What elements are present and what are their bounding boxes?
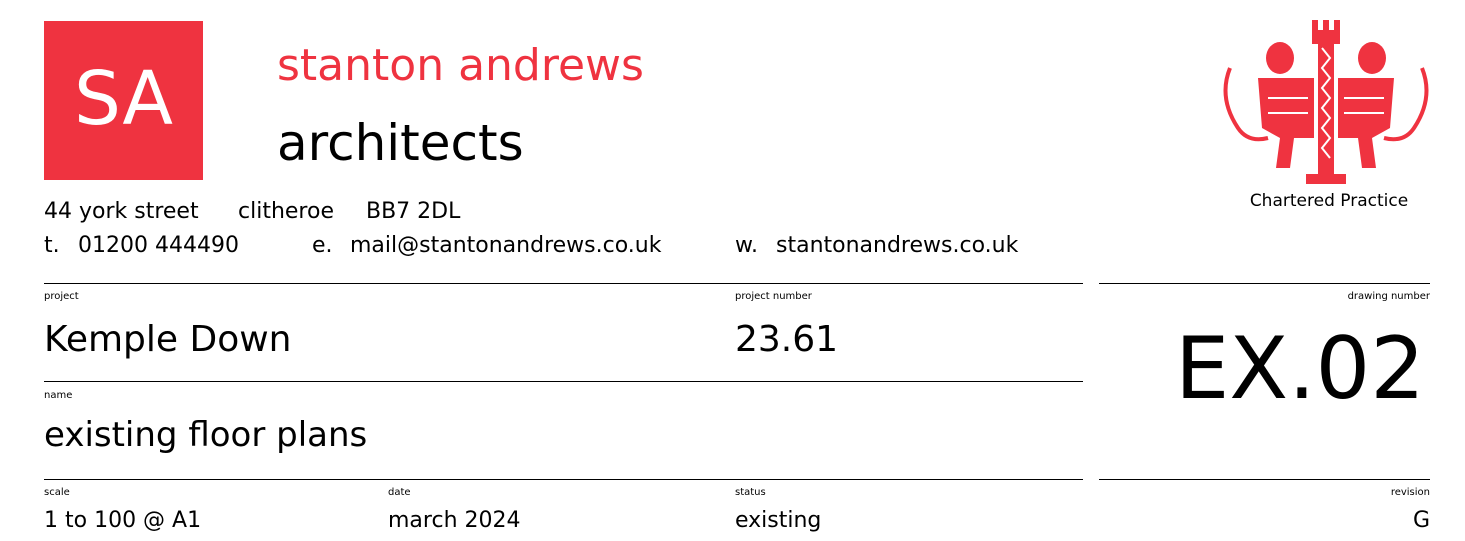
contact-value: stantonandrews.co.uk — [776, 233, 1019, 258]
company-subtitle: architects — [277, 114, 524, 172]
logo-square — [44, 21, 203, 180]
field-value: 1 to 100 @ A1 — [44, 508, 202, 533]
rule — [44, 283, 1083, 284]
crest-caption: Chartered Practice — [1249, 191, 1409, 211]
field-label: name — [44, 390, 73, 401]
field-label: date — [388, 487, 411, 498]
rule — [44, 479, 1083, 480]
logo-initials: SA — [74, 56, 173, 142]
field-value: existing floor plans — [44, 415, 368, 455]
field-value: G — [1412, 508, 1430, 533]
field-label: scale — [44, 487, 70, 498]
contact-value: 01200 444490 — [78, 233, 239, 258]
drawing-number: EX.02 — [1174, 319, 1425, 419]
contact-value: mail@stantonandrews.co.uk — [350, 233, 662, 258]
field-value: 23.61 — [735, 319, 839, 360]
rule — [44, 381, 1083, 382]
field-label: status — [735, 487, 766, 498]
field-value: existing — [735, 508, 822, 533]
field-value: march 2024 — [388, 508, 521, 533]
field-label: revision — [1390, 487, 1430, 498]
contact-prefix: w. — [735, 233, 758, 258]
rule — [1099, 283, 1430, 284]
field-label: drawing number — [1347, 291, 1430, 302]
address-town: clitheroe — [238, 199, 334, 224]
contact-prefix: e. — [312, 233, 333, 258]
address-street: 44 york street — [44, 199, 199, 224]
rule — [1099, 479, 1430, 480]
field-value: Kemple Down — [44, 319, 292, 360]
crest — [1223, 20, 1429, 184]
address-postcode: BB7 2DL — [366, 199, 461, 224]
field-label: project number — [735, 291, 812, 302]
contact-prefix: t. — [44, 233, 60, 258]
field-label: project — [44, 291, 79, 302]
company-name: stanton andrews — [277, 40, 644, 91]
